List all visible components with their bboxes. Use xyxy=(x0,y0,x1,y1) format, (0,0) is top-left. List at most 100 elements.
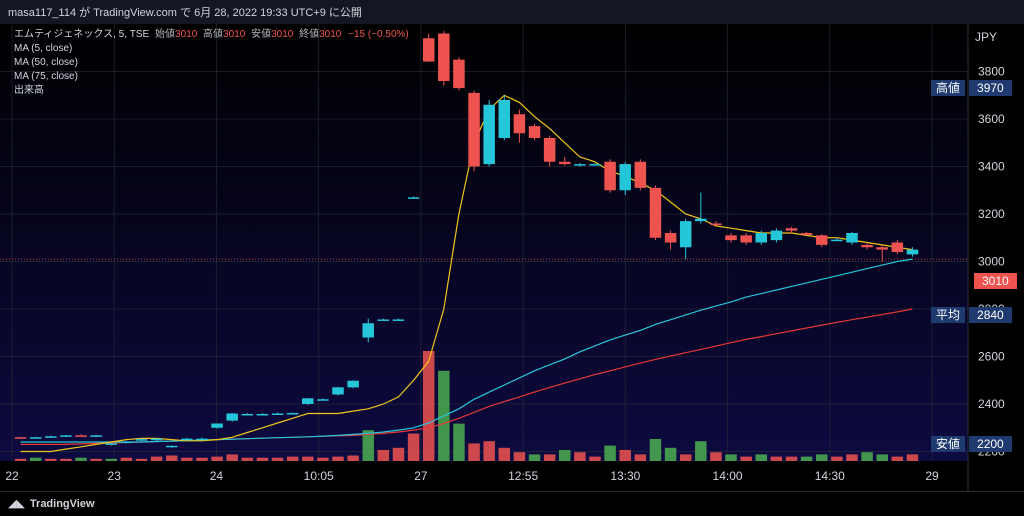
time-tick-label: 24 xyxy=(210,469,224,483)
volume-bar xyxy=(725,454,737,461)
price-tick-label: 3400 xyxy=(978,160,1005,174)
candle-body xyxy=(317,399,329,401)
candle-body xyxy=(679,221,692,248)
volume-bar xyxy=(392,447,405,461)
price-axis[interactable]: 220024002600280030003200340036003800 xyxy=(978,65,1005,459)
volume-bar xyxy=(483,441,495,461)
candle-body xyxy=(634,161,647,188)
volume-bar xyxy=(695,441,707,461)
candle-body xyxy=(135,439,148,441)
volume-bar xyxy=(664,447,677,461)
volume-bar xyxy=(559,450,571,461)
volume-bar xyxy=(181,457,193,461)
legend: エムティジェネックス, 5, TSE 始値3010 高値3010 安値3010 … xyxy=(14,28,409,98)
low-price-tag: 安値 2200 xyxy=(931,436,1012,452)
high-tag-value: 3970 xyxy=(969,80,1012,96)
volume-bar xyxy=(453,423,465,461)
low-label: 安値 xyxy=(251,29,272,40)
volume-bar xyxy=(422,351,435,461)
candle-body xyxy=(710,223,722,225)
volume-bar xyxy=(710,452,722,461)
close-label: 終値 xyxy=(299,29,320,40)
candle-body xyxy=(483,104,495,165)
candle-body xyxy=(438,33,450,81)
volume-bar xyxy=(846,454,858,461)
candle-body xyxy=(831,239,843,242)
high-price-tag: 高値 3970 xyxy=(931,80,1012,96)
candle-body xyxy=(422,38,435,62)
volume-bar xyxy=(604,445,616,461)
price-chart[interactable]: 220024002600280030003200340036003800 222… xyxy=(0,24,1024,491)
indicator-ma50[interactable]: MA (50, close) xyxy=(14,57,78,68)
volume-bar xyxy=(60,458,72,461)
volume-bar xyxy=(634,454,647,461)
candle-body xyxy=(105,443,118,445)
volume-bar xyxy=(75,457,87,461)
currency-label[interactable]: JPY xyxy=(975,30,998,44)
high-tag-name: 高値 xyxy=(931,80,966,96)
close-value: 3010 xyxy=(319,29,342,40)
low-tag-name: 安値 xyxy=(931,436,966,452)
candle-body xyxy=(377,319,390,321)
avg-tag-value: 2840 xyxy=(969,307,1012,323)
last-tag-value: 3010 xyxy=(974,273,1017,289)
volume-bar xyxy=(347,455,359,461)
publish-text: masa117_114 が TradingView.com で 6月 28, 2… xyxy=(8,7,362,19)
time-tick-label: 12:55 xyxy=(508,469,538,483)
time-axis[interactable]: 22 23 24 10:05 27 12:55 13:30 14:00 14:30 29 xyxy=(5,469,939,483)
volume-bar xyxy=(906,454,919,461)
volume-bar xyxy=(831,456,843,461)
candle-body xyxy=(876,247,888,250)
indicator-ma5[interactable]: MA (5, close) xyxy=(14,43,73,54)
candle-body xyxy=(800,233,813,235)
candle-body xyxy=(468,92,480,167)
price-tick-label: 3600 xyxy=(978,112,1005,126)
volume-bar xyxy=(861,452,873,461)
volume-bar xyxy=(241,457,254,461)
volume-bar xyxy=(271,457,284,461)
candle-body xyxy=(75,435,87,437)
volume-bar xyxy=(800,456,813,461)
publish-bar: masa117_114 が TradingView.com で 6月 28, 2… xyxy=(0,0,1024,24)
candle-body xyxy=(755,233,768,243)
candle-body xyxy=(165,445,178,448)
candle-body xyxy=(770,230,783,241)
price-tick-label: 2400 xyxy=(978,397,1005,411)
candle-body xyxy=(196,438,208,441)
candle-body xyxy=(14,437,27,439)
candle-body xyxy=(90,435,102,437)
indicator-volume[interactable]: 出来高 xyxy=(14,85,44,96)
candle-body xyxy=(120,441,133,444)
candle-body xyxy=(785,228,798,231)
time-tick-label: 27 xyxy=(414,469,428,483)
candle-body xyxy=(347,380,359,388)
volume-bar xyxy=(317,457,329,461)
candle-body xyxy=(60,435,72,437)
candle-body xyxy=(589,164,601,166)
volume-bar xyxy=(196,457,208,461)
price-tick-label: 3200 xyxy=(978,207,1005,221)
candle-body xyxy=(362,323,374,338)
volume-bar xyxy=(815,454,828,461)
tradingview-logo[interactable]: ◢◣ TradingView xyxy=(8,497,95,510)
time-tick-label: 14:00 xyxy=(713,469,743,483)
volume-bar xyxy=(105,458,118,461)
volume-bar xyxy=(574,452,586,461)
footer: ◢◣ TradingView xyxy=(0,491,1024,516)
volume-bar xyxy=(619,450,631,461)
volume-bar xyxy=(785,456,798,461)
volume-bar xyxy=(120,457,133,461)
indicator-ma75[interactable]: MA (75, close) xyxy=(14,71,78,82)
volume-bar xyxy=(740,456,752,461)
time-tick-label: 13:30 xyxy=(610,469,640,483)
time-tick-label: 23 xyxy=(108,469,122,483)
volume-bar xyxy=(543,454,556,461)
volume-bar xyxy=(226,454,238,461)
volume-bar xyxy=(770,456,783,461)
symbol-name[interactable]: エムティジェネックス, 5, TSE xyxy=(14,29,150,40)
open-value: 3010 xyxy=(175,29,198,40)
candle-body xyxy=(740,235,752,243)
candle-body xyxy=(649,187,662,238)
high-label: 高値 xyxy=(203,29,224,40)
candle-body xyxy=(574,164,586,166)
